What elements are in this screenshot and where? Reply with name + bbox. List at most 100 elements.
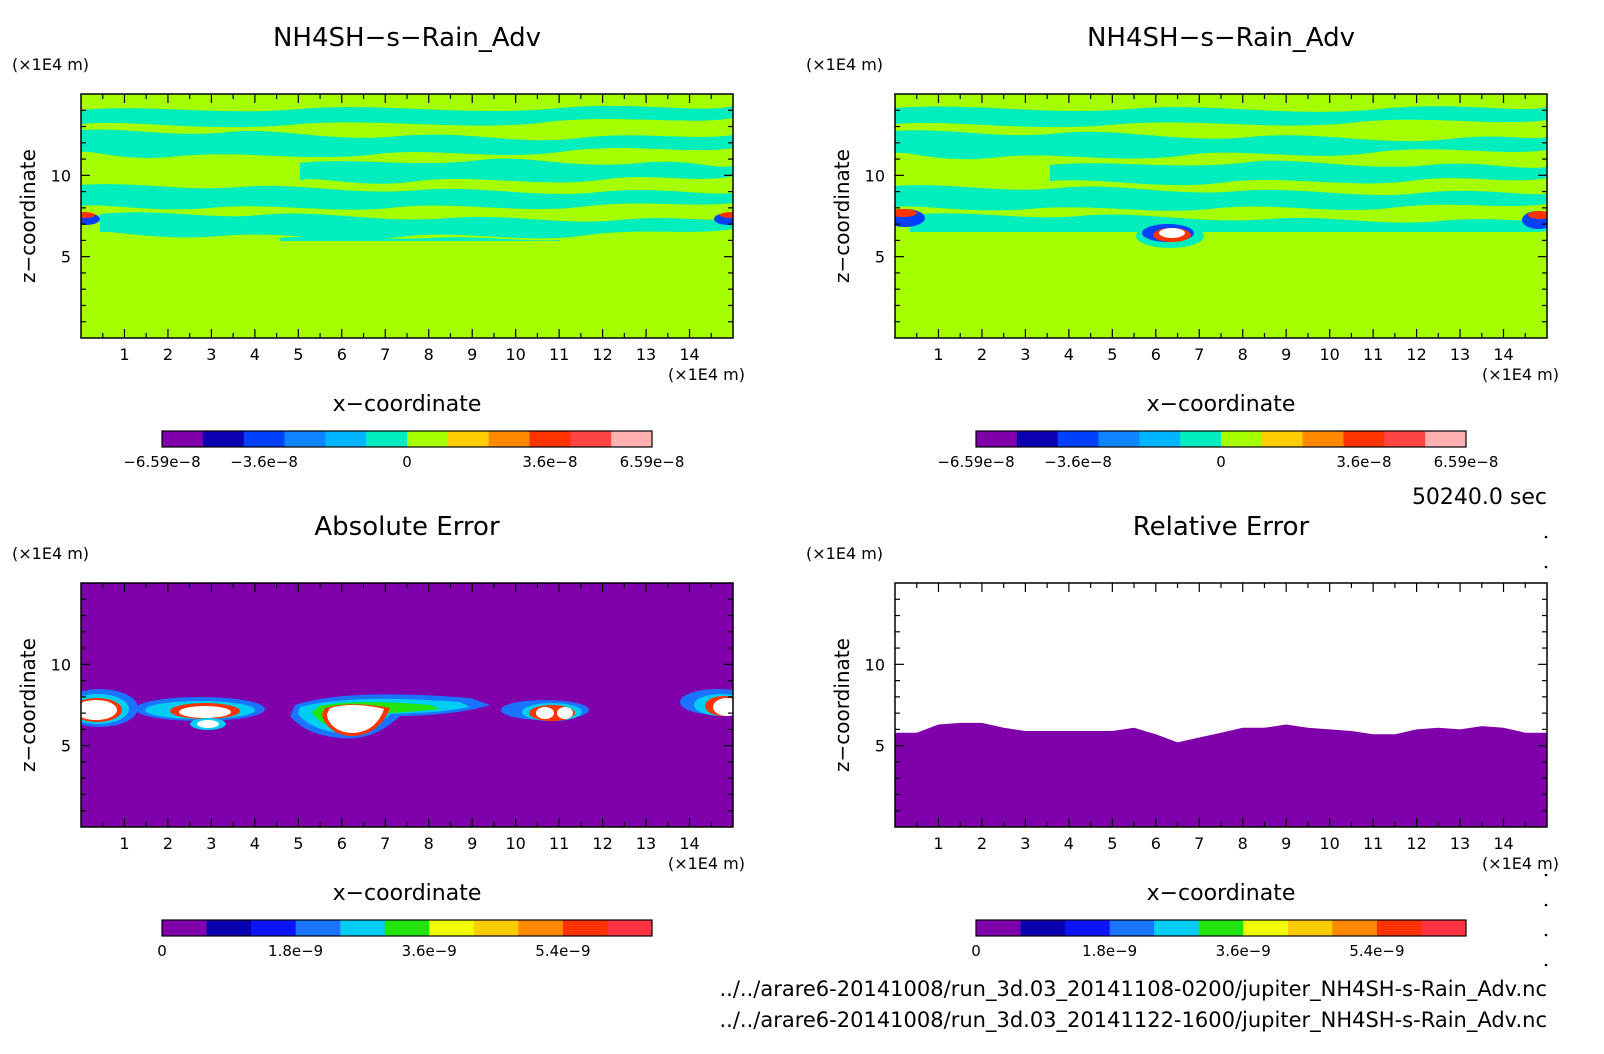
y-axis-label: z−coordinate: [830, 149, 854, 283]
x-tick-label: 14: [1493, 834, 1513, 853]
colorbar-tick-label: −6.59e−8: [937, 453, 1014, 471]
colorbar-cell: [570, 431, 612, 447]
x-tick-label: 6: [337, 834, 347, 853]
x-tick-label: 10: [1319, 345, 1339, 364]
colorbar-cell: [1154, 920, 1200, 936]
colorbar-cell: [1016, 431, 1059, 447]
colorbar-cell: [251, 920, 297, 936]
colorbar-cell: [607, 920, 653, 936]
x-tick-label: 3: [206, 834, 216, 853]
x-tick-label: 12: [1406, 345, 1426, 364]
y-tick-label: 10: [51, 655, 71, 674]
panel-top-right: NH4SH−s−Rain_Adv (×1E4 m): [806, 23, 1559, 510]
colorbar-cell: [1109, 920, 1155, 936]
x-tick-label: 14: [1493, 345, 1513, 364]
plot-area: [895, 583, 1547, 827]
plot-area: [81, 94, 733, 338]
colorbar-tick-label: 3.6e−8: [1336, 453, 1391, 471]
colorbar-cell: [162, 920, 208, 936]
x-tick-label: 7: [380, 345, 390, 364]
x-tick-label: 1: [119, 345, 129, 364]
y-axis-label: z−coordinate: [16, 149, 40, 283]
y-tick-label: 5: [875, 248, 885, 267]
colorbar: 0 1.8e−9 3.6e−9 5.4e−9: [157, 919, 653, 960]
x-axis-label: x−coordinate: [333, 881, 482, 906]
y-unit-label: (×1E4 m): [12, 55, 89, 74]
panel-bottom-right: Relative Error (×1E4 m) 1 2 3 4 5 6 7 8 9 10 11 12 1…: [806, 512, 1559, 960]
colorbar-tick-label: 1.8e−9: [1082, 942, 1137, 960]
x-tick-label: 12: [592, 345, 612, 364]
y-tick-label: 5: [875, 737, 885, 756]
x-tick-label: 7: [1194, 345, 1204, 364]
x-tick-label: 3: [1020, 345, 1030, 364]
colorbar-cell: [162, 431, 204, 447]
colorbar-cell: [429, 920, 475, 936]
x-tick-label: 4: [1064, 834, 1074, 853]
x-axis-label: x−coordinate: [1147, 392, 1296, 417]
colorbar-tick-label: 5.4e−9: [1349, 942, 1404, 960]
edge-spot-right: [1522, 211, 1547, 229]
x-tick-label: 14: [679, 834, 699, 853]
x-tick-label: 9: [1281, 834, 1291, 853]
colorbar-cell: [518, 920, 564, 936]
x-tick-label: 5: [1107, 345, 1117, 364]
colorbar-cell: [1384, 431, 1426, 447]
file-path-1: ../../arare6-20141008/run_3d.03_20141108…: [719, 977, 1547, 1002]
x-tick-label: 3: [206, 345, 216, 364]
colorbar-cell: [1243, 920, 1289, 936]
x-tick-label: 11: [549, 345, 569, 364]
colorbar-cell: [1343, 431, 1385, 447]
colorbar-frame: [161, 430, 653, 448]
relative-error-fill: [895, 722, 1547, 827]
file-path-2: ../../arare6-20141008/run_3d.03_20141122…: [719, 1008, 1547, 1033]
colorbar-tick-label: 3.6e−9: [1216, 942, 1271, 960]
lower-uniform-region: [81, 241, 733, 338]
panel-title: Absolute Error: [314, 512, 500, 542]
margin-dots: [1544, 535, 1548, 967]
central-spot: [1136, 224, 1204, 248]
x-axis-label: x−coordinate: [1147, 881, 1296, 906]
y-unit-label: (×1E4 m): [806, 55, 883, 74]
x-tick-label: 2: [163, 834, 173, 853]
x-tick-label: 1: [933, 834, 943, 853]
error-blob-right: [680, 689, 733, 716]
colorbar-cell: [295, 920, 341, 936]
panel-title: NH4SH−s−Rain_Adv: [273, 23, 541, 53]
colorbar-tick-label: 6.59e−8: [620, 453, 685, 471]
colorbar-tick-label: 3.6e−9: [402, 942, 457, 960]
x-tick-label: 1: [933, 345, 943, 364]
x-unit-label: (×1E4 m): [668, 854, 745, 873]
colorbar-cell: [976, 920, 1022, 936]
colorbar-cell: [1302, 431, 1344, 447]
x-tick-label: 8: [1238, 834, 1248, 853]
colorbar-cell: [366, 431, 408, 447]
edge-spot-left: [895, 209, 925, 227]
cyan-band: [81, 105, 733, 128]
cyan-band: [895, 185, 1547, 211]
x-tick-label: 5: [293, 345, 303, 364]
y-axis-label: z−coordinate: [830, 638, 854, 772]
cyan-band-layer: [81, 105, 733, 248]
colorbar-tick-label: 3.6e−8: [522, 453, 577, 471]
x-tick-label: 4: [250, 345, 260, 364]
x-tick-label: 12: [1406, 834, 1426, 853]
error-blob: [290, 694, 490, 739]
x-tick-label: 13: [1450, 345, 1470, 364]
x-tick-label: 4: [250, 834, 260, 853]
colorbar-cell: [562, 920, 608, 936]
colorbar-cell: [340, 920, 386, 936]
x-tick-label: 10: [505, 834, 525, 853]
colorbar-tick-label: 6.59e−8: [1434, 453, 1499, 471]
colorbar-cell: [1020, 920, 1066, 936]
cyan-band: [81, 129, 733, 158]
colorbar-cell: [1139, 431, 1181, 447]
x-tick-label: 13: [636, 834, 656, 853]
colorbar-cell: [611, 431, 653, 447]
x-tick-label: 11: [1363, 345, 1383, 364]
y-tick-label: 10: [51, 166, 71, 185]
x-tick-label: 7: [380, 834, 390, 853]
colorbar: −6.59e−8 −3.6e−8 0 3.6e−8 6.59e−8: [937, 430, 1499, 471]
